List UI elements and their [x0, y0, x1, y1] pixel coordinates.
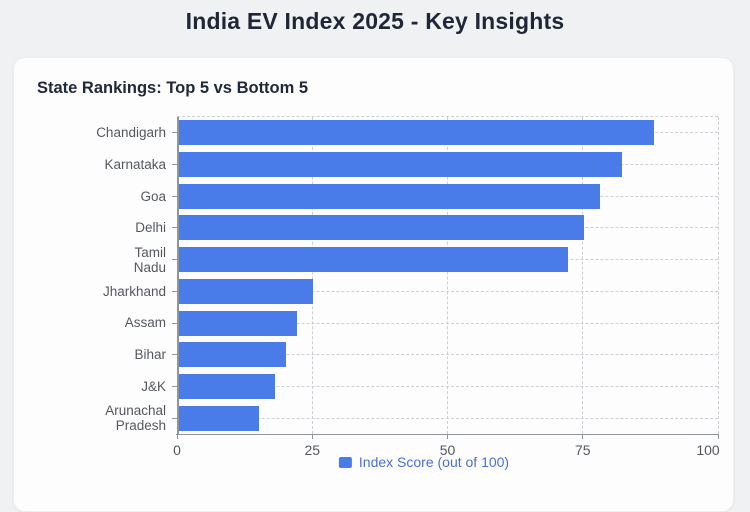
x-axis-tick-label: 25	[304, 442, 321, 458]
bar-delhi[interactable]	[178, 215, 584, 241]
category-gridline	[177, 385, 718, 387]
x-axis-tick-label: 100	[696, 442, 720, 458]
y-axis-tick	[172, 290, 177, 292]
bar-tamil-nadu[interactable]	[178, 247, 568, 273]
x-gridline	[717, 117, 719, 434]
y-axis-tick	[172, 354, 177, 356]
category-label: Karnataka	[104, 156, 166, 172]
bar-assam[interactable]	[178, 310, 298, 336]
category-label: Goa	[140, 188, 166, 204]
category-label: J&K	[141, 378, 166, 394]
bar-chart-plot: Chandigarh Karnataka Goa Delhi Tamil Nadu Jha…	[96, 116, 720, 458]
page-title: India EV Index 2025 - Key Insights	[185, 8, 565, 34]
bar-goa[interactable]	[178, 183, 600, 209]
y-axis-tick	[172, 417, 177, 419]
y-axis-tick	[172, 132, 177, 134]
category-gridline	[177, 290, 718, 292]
x-axis-tick	[582, 434, 584, 439]
x-axis-tick	[717, 434, 719, 439]
x-gridline	[311, 117, 313, 434]
legend-swatch-icon	[338, 456, 352, 468]
category-label: Arunachal Pradesh	[105, 403, 166, 434]
x-axis-tick	[311, 434, 313, 439]
x-axis-tick	[176, 434, 178, 439]
chart-card: State Rankings: Top 5 vs Bottom 5 Chandi…	[13, 57, 734, 512]
legend-label: Index Score (out of 100)	[358, 454, 510, 470]
y-axis-tick	[172, 322, 177, 324]
x-axis-tick-label: 0	[173, 442, 181, 458]
bar-karnataka[interactable]	[178, 152, 622, 178]
x-gridline	[582, 117, 584, 434]
y-axis-line	[177, 117, 179, 434]
bar-arunachal-pradesh[interactable]	[178, 405, 260, 431]
x-axis-tick	[447, 434, 448, 439]
legend-item[interactable]: Index Score (out of 100)	[338, 454, 510, 470]
x-axis-tick-label: 50	[439, 442, 456, 458]
category-label: Chandigarh	[96, 125, 166, 141]
bar-bihar[interactable]	[178, 342, 287, 368]
category-label: Delhi	[135, 220, 166, 236]
category-gridline	[177, 417, 718, 419]
category-gridline	[177, 354, 718, 356]
y-axis-tick	[172, 385, 177, 387]
y-axis-tick	[172, 195, 177, 197]
category-label: Tamil Nadu	[133, 244, 166, 275]
category-label: Assam	[124, 315, 166, 331]
y-axis-tick	[172, 227, 177, 229]
category-label: Bihar	[134, 347, 166, 363]
bar-j-k[interactable]	[178, 373, 276, 399]
x-gridline	[447, 117, 448, 434]
bar-chandigarh[interactable]	[178, 120, 655, 146]
y-axis-tick	[172, 164, 177, 166]
x-axis-tick-label: 75	[574, 442, 591, 458]
category-gridline	[177, 322, 718, 324]
category-label: Jharkhand	[102, 283, 166, 299]
bar-jharkhand[interactable]	[178, 278, 314, 304]
y-axis-tick	[172, 259, 177, 261]
chart-heading: State Rankings: Top 5 vs Bottom 5	[37, 79, 309, 97]
